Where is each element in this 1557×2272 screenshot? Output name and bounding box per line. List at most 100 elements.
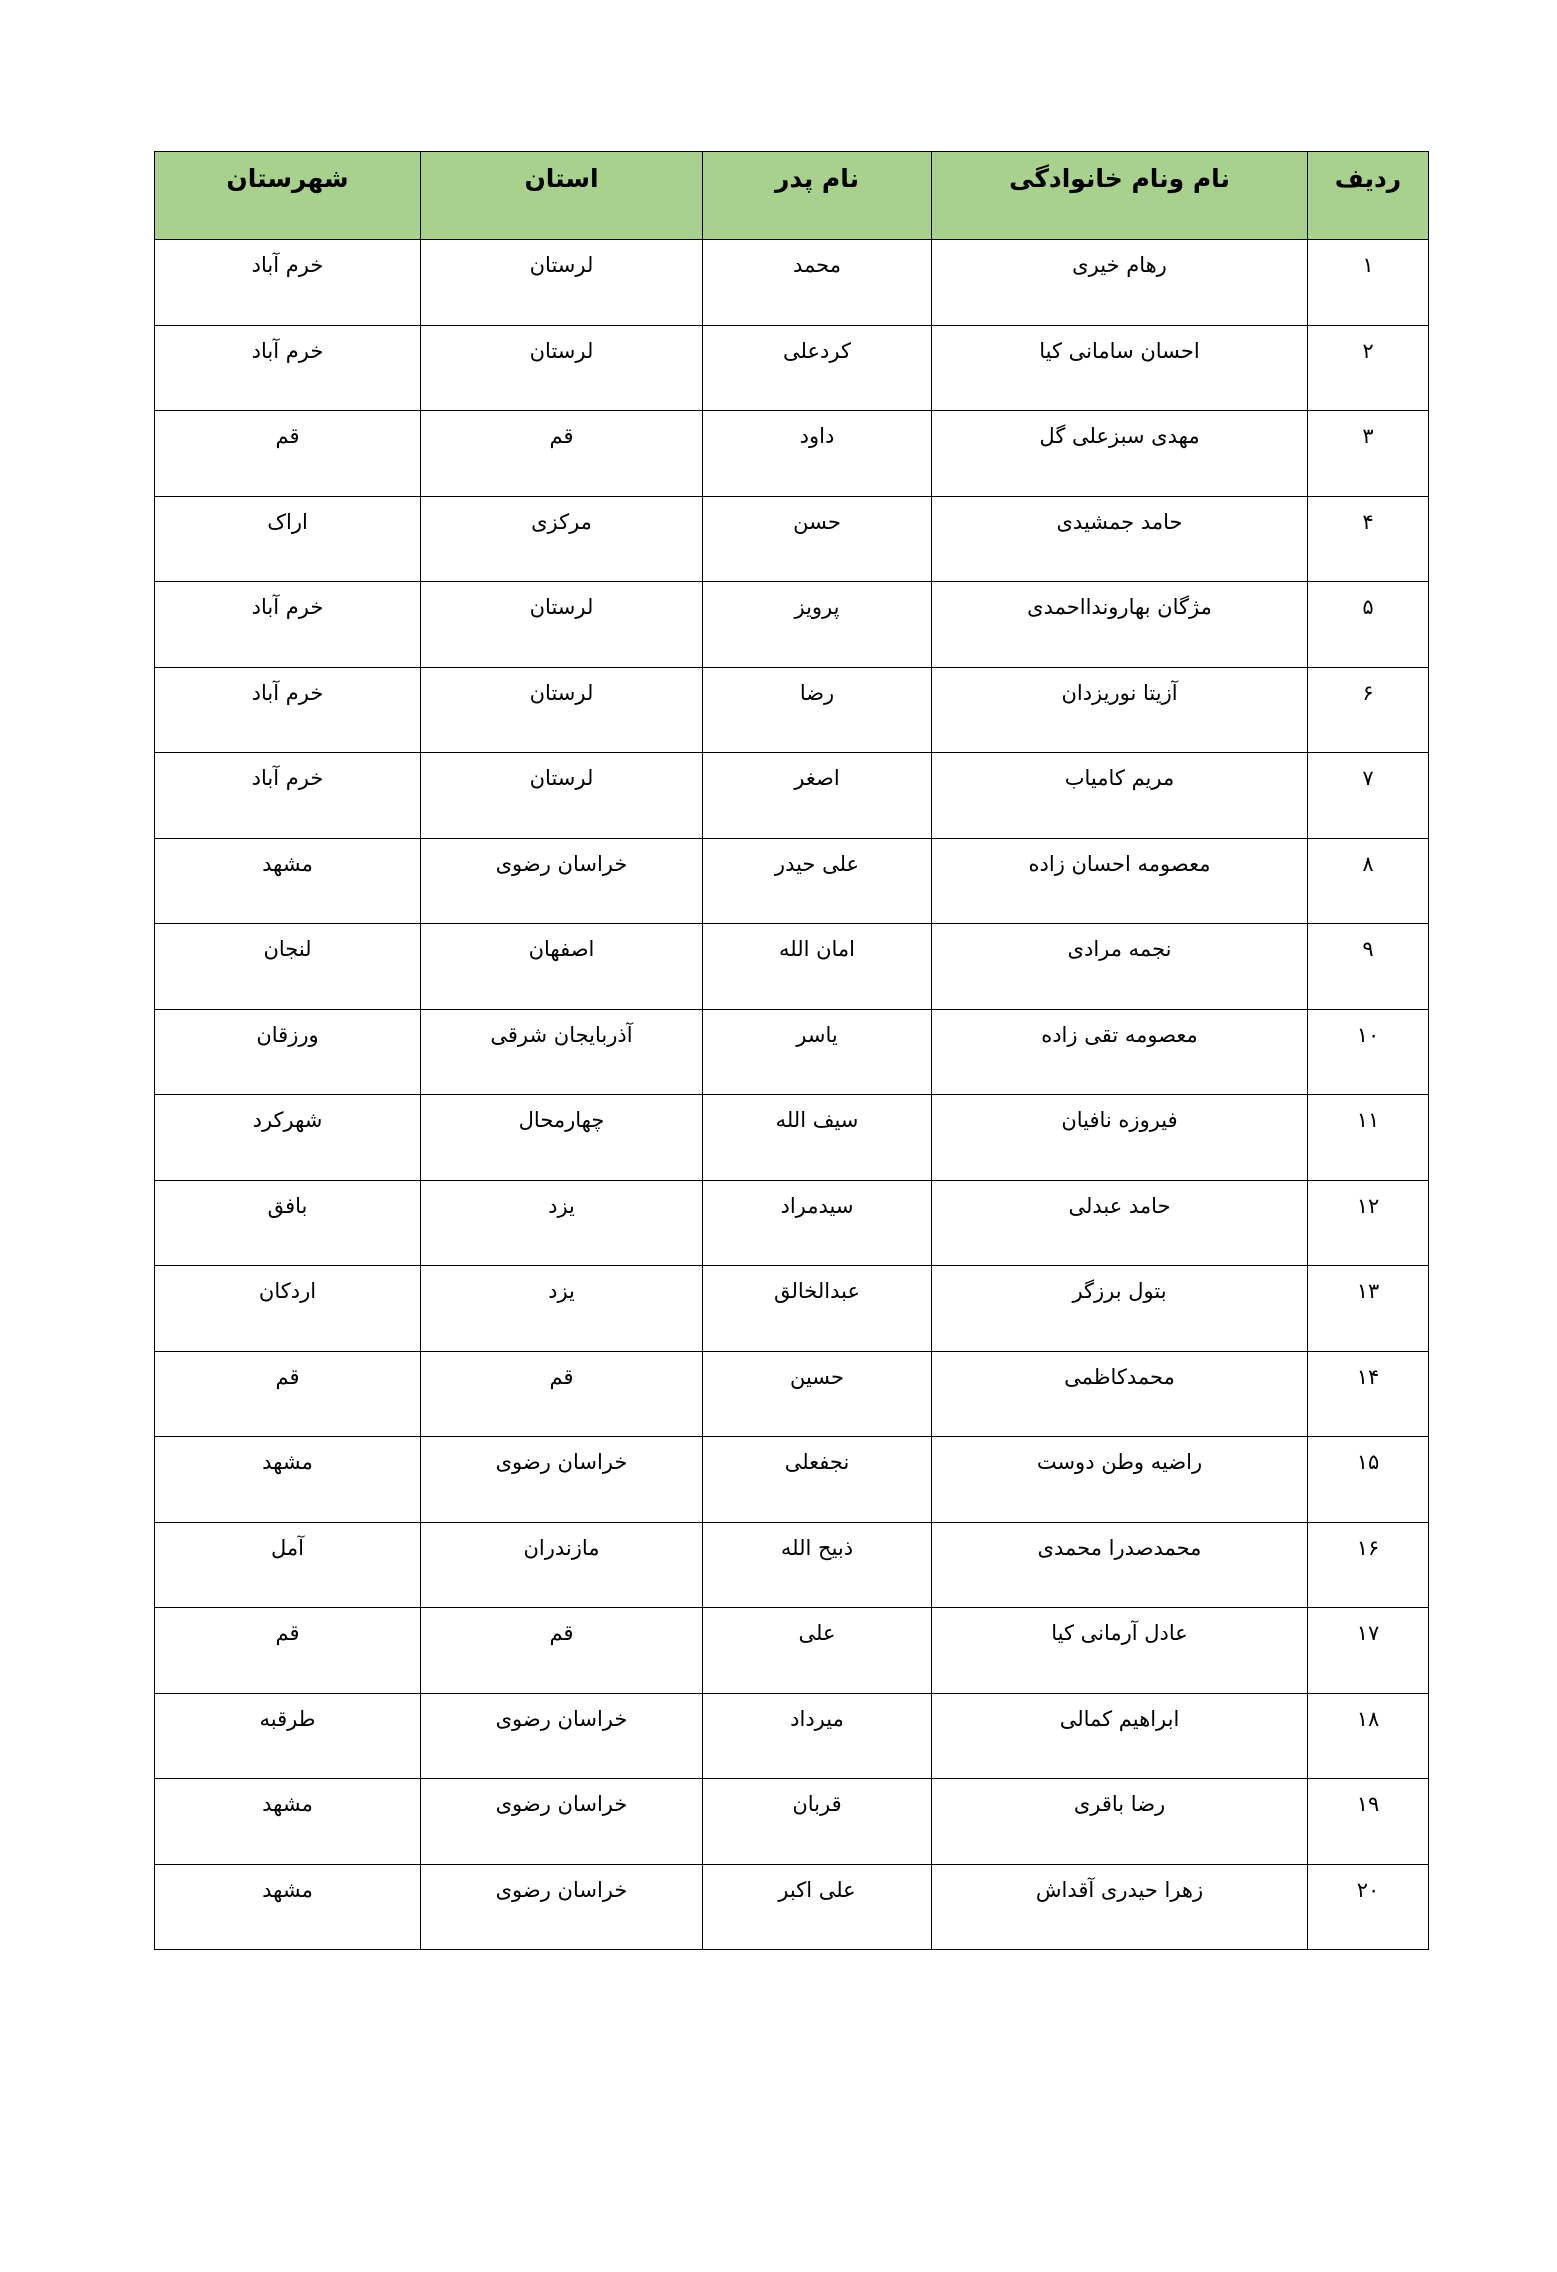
cell-province: لرستان — [420, 666, 703, 753]
cell-full-name: زهرا حیدری آقداش — [931, 1863, 1308, 1950]
cell-row-number: ۲ — [1307, 324, 1429, 411]
header-full-name: نام ونام خانوادگی — [931, 151, 1308, 240]
cell-row-number: ۹ — [1307, 923, 1429, 1010]
cell-city: قم — [154, 1607, 421, 1694]
cell-city: بافق — [154, 1179, 421, 1266]
cell-father-name: امان الله — [702, 923, 932, 1010]
participants-table: ردیف نام ونام خانوادگی نام پدر استان شهر… — [154, 151, 1429, 1950]
cell-full-name: فیروزه نافیان — [931, 1094, 1308, 1181]
table-row: ۷ مریم کامیاب اصغر لرستان خرم آباد — [154, 752, 1429, 839]
cell-father-name: اصغر — [702, 752, 932, 839]
cell-province: لرستان — [420, 239, 703, 326]
cell-row-number: ۳ — [1307, 410, 1429, 497]
cell-father-name: یاسر — [702, 1008, 932, 1095]
header-father-name: نام پدر — [702, 151, 932, 240]
cell-province: خراسان رضوی — [420, 1692, 703, 1779]
cell-city: مشهد — [154, 1863, 421, 1950]
cell-father-name: میرداد — [702, 1692, 932, 1779]
table-row: ۸ معصومه احسان زاده علی حیدر خراسان رضوی مشه… — [154, 837, 1429, 924]
table-row: ۲ احسان سامانی کیا کردعلی لرستان خرم آباد — [154, 324, 1429, 411]
cell-father-name: حسین — [702, 1350, 932, 1437]
cell-province: چهارمحال — [420, 1094, 703, 1181]
cell-full-name: رضا باقری — [931, 1778, 1308, 1865]
cell-city: خرم آباد — [154, 666, 421, 753]
cell-city: مشهد — [154, 837, 421, 924]
cell-father-name: ذبیح الله — [702, 1521, 932, 1608]
cell-province: لرستان — [420, 581, 703, 668]
cell-full-name: عادل آرمانی کیا — [931, 1607, 1308, 1694]
cell-city: خرم آباد — [154, 581, 421, 668]
cell-row-number: ۱۳ — [1307, 1265, 1429, 1352]
cell-province: یزد — [420, 1179, 703, 1266]
cell-father-name: پرویز — [702, 581, 932, 668]
cell-full-name: مهدی سبزعلی گل — [931, 410, 1308, 497]
cell-province: خراسان رضوی — [420, 1778, 703, 1865]
cell-father-name: علی اکبر — [702, 1863, 932, 1950]
cell-row-number: ۱۶ — [1307, 1521, 1429, 1608]
cell-row-number: ۱۴ — [1307, 1350, 1429, 1437]
cell-father-name: حسن — [702, 495, 932, 582]
cell-city: قم — [154, 1350, 421, 1437]
table-row: ۱۳ بتول برزگر عبدالخالق یزد اردکان — [154, 1265, 1429, 1352]
cell-full-name: نجمه مرادی — [931, 923, 1308, 1010]
cell-row-number: ۸ — [1307, 837, 1429, 924]
cell-row-number: ۱۸ — [1307, 1692, 1429, 1779]
table-row: ۱۸ ابراهیم کمالی میرداد خراسان رضوی طرقبه — [154, 1692, 1429, 1779]
cell-full-name: حامد عبدلی — [931, 1179, 1308, 1266]
cell-province: قم — [420, 410, 703, 497]
cell-row-number: ۲۰ — [1307, 1863, 1429, 1950]
cell-province: اصفهان — [420, 923, 703, 1010]
cell-province: مرکزی — [420, 495, 703, 582]
table-row: ۱۱ فیروزه نافیان سیف الله چهارمحال شهرکرد — [154, 1094, 1429, 1181]
cell-province: قم — [420, 1607, 703, 1694]
cell-city: خرم آباد — [154, 324, 421, 411]
cell-province: مازندران — [420, 1521, 703, 1608]
table-row: ۱۲ حامد عبدلی سیدمراد یزد بافق — [154, 1179, 1429, 1266]
cell-full-name: آزیتا نوریزدان — [931, 666, 1308, 753]
cell-row-number: ۱۹ — [1307, 1778, 1429, 1865]
cell-full-name: مژگان بهاروندااحمدی — [931, 581, 1308, 668]
cell-province: لرستان — [420, 752, 703, 839]
cell-full-name: محمدصدرا محمدی — [931, 1521, 1308, 1608]
cell-row-number: ۱۷ — [1307, 1607, 1429, 1694]
cell-row-number: ۷ — [1307, 752, 1429, 839]
table-row: ۴ حامد جمشیدی حسن مرکزی اراک — [154, 495, 1429, 582]
cell-city: خرم آباد — [154, 752, 421, 839]
cell-city: شهرکرد — [154, 1094, 421, 1181]
cell-row-number: ۱۰ — [1307, 1008, 1429, 1095]
cell-province: یزد — [420, 1265, 703, 1352]
cell-row-number: ۱ — [1307, 239, 1429, 326]
table-row: ۱۰ معصومه تقی زاده یاسر آذربایجان شرقی ورزقا… — [154, 1008, 1429, 1095]
table-row: ۱۹ رضا باقری قربان خراسان رضوی مشهد — [154, 1778, 1429, 1865]
cell-province: لرستان — [420, 324, 703, 411]
cell-father-name: علی — [702, 1607, 932, 1694]
cell-father-name: عبدالخالق — [702, 1265, 932, 1352]
cell-city: آمل — [154, 1521, 421, 1608]
table-row: ۱۴ محمدکاظمی حسین قم قم — [154, 1350, 1429, 1437]
cell-father-name: محمد — [702, 239, 932, 326]
cell-city: اردکان — [154, 1265, 421, 1352]
table-header-row: ردیف نام ونام خانوادگی نام پدر استان شهر… — [154, 151, 1429, 240]
table-row: ۳ مهدی سبزعلی گل داود قم قم — [154, 410, 1429, 497]
header-row-number: ردیف — [1307, 151, 1429, 240]
cell-city: اراک — [154, 495, 421, 582]
cell-province: آذربایجان شرقی — [420, 1008, 703, 1095]
cell-city: ورزقان — [154, 1008, 421, 1095]
cell-father-name: نجفعلی — [702, 1436, 932, 1523]
cell-city: قم — [154, 410, 421, 497]
table-row: ۱۷ عادل آرمانی کیا علی قم قم — [154, 1607, 1429, 1694]
cell-father-name: رضا — [702, 666, 932, 753]
cell-province: خراسان رضوی — [420, 1863, 703, 1950]
cell-row-number: ۶ — [1307, 666, 1429, 753]
cell-row-number: ۱۱ — [1307, 1094, 1429, 1181]
cell-full-name: احسان سامانی کیا — [931, 324, 1308, 411]
cell-province: خراسان رضوی — [420, 1436, 703, 1523]
cell-full-name: معصومه احسان زاده — [931, 837, 1308, 924]
cell-row-number: ۴ — [1307, 495, 1429, 582]
cell-city: طرقبه — [154, 1692, 421, 1779]
table-row: ۲۰ زهرا حیدری آقداش علی اکبر خراسان رضوی مشه… — [154, 1863, 1429, 1950]
cell-row-number: ۵ — [1307, 581, 1429, 668]
table-row: ۱۶ محمدصدرا محمدی ذبیح الله مازندران آمل — [154, 1521, 1429, 1608]
header-province: استان — [420, 151, 703, 240]
cell-full-name: مریم کامیاب — [931, 752, 1308, 839]
